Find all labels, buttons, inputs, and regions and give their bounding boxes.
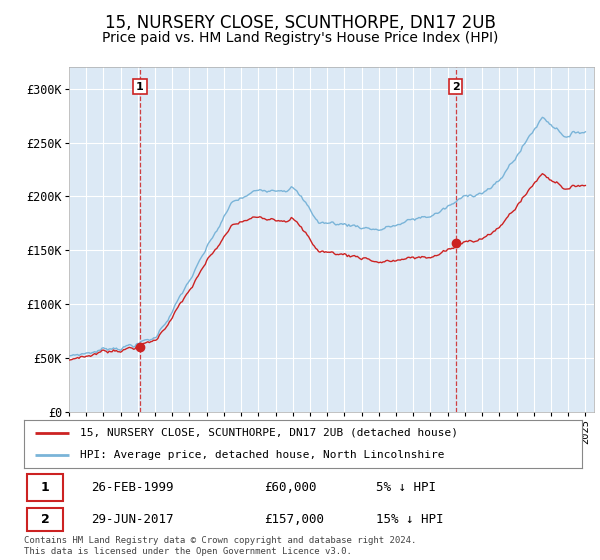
Text: 15, NURSERY CLOSE, SCUNTHORPE, DN17 2UB: 15, NURSERY CLOSE, SCUNTHORPE, DN17 2UB — [104, 14, 496, 32]
Text: 2: 2 — [41, 513, 50, 526]
Text: 15, NURSERY CLOSE, SCUNTHORPE, DN17 2UB (detached house): 15, NURSERY CLOSE, SCUNTHORPE, DN17 2UB … — [80, 428, 458, 438]
Text: Price paid vs. HM Land Registry's House Price Index (HPI): Price paid vs. HM Land Registry's House … — [102, 31, 498, 45]
Text: 26-FEB-1999: 26-FEB-1999 — [91, 481, 173, 494]
Text: 1: 1 — [41, 481, 50, 494]
Text: £157,000: £157,000 — [264, 513, 324, 526]
FancyBboxPatch shape — [27, 508, 63, 531]
Text: £60,000: £60,000 — [264, 481, 316, 494]
Text: 2: 2 — [452, 82, 460, 92]
Text: 15% ↓ HPI: 15% ↓ HPI — [376, 513, 443, 526]
Text: Contains HM Land Registry data © Crown copyright and database right 2024.
This d: Contains HM Land Registry data © Crown c… — [24, 536, 416, 556]
Text: 1: 1 — [136, 82, 144, 92]
FancyBboxPatch shape — [27, 474, 63, 501]
Text: HPI: Average price, detached house, North Lincolnshire: HPI: Average price, detached house, Nort… — [80, 450, 444, 460]
Text: 5% ↓ HPI: 5% ↓ HPI — [376, 481, 436, 494]
Text: 29-JUN-2017: 29-JUN-2017 — [91, 513, 173, 526]
